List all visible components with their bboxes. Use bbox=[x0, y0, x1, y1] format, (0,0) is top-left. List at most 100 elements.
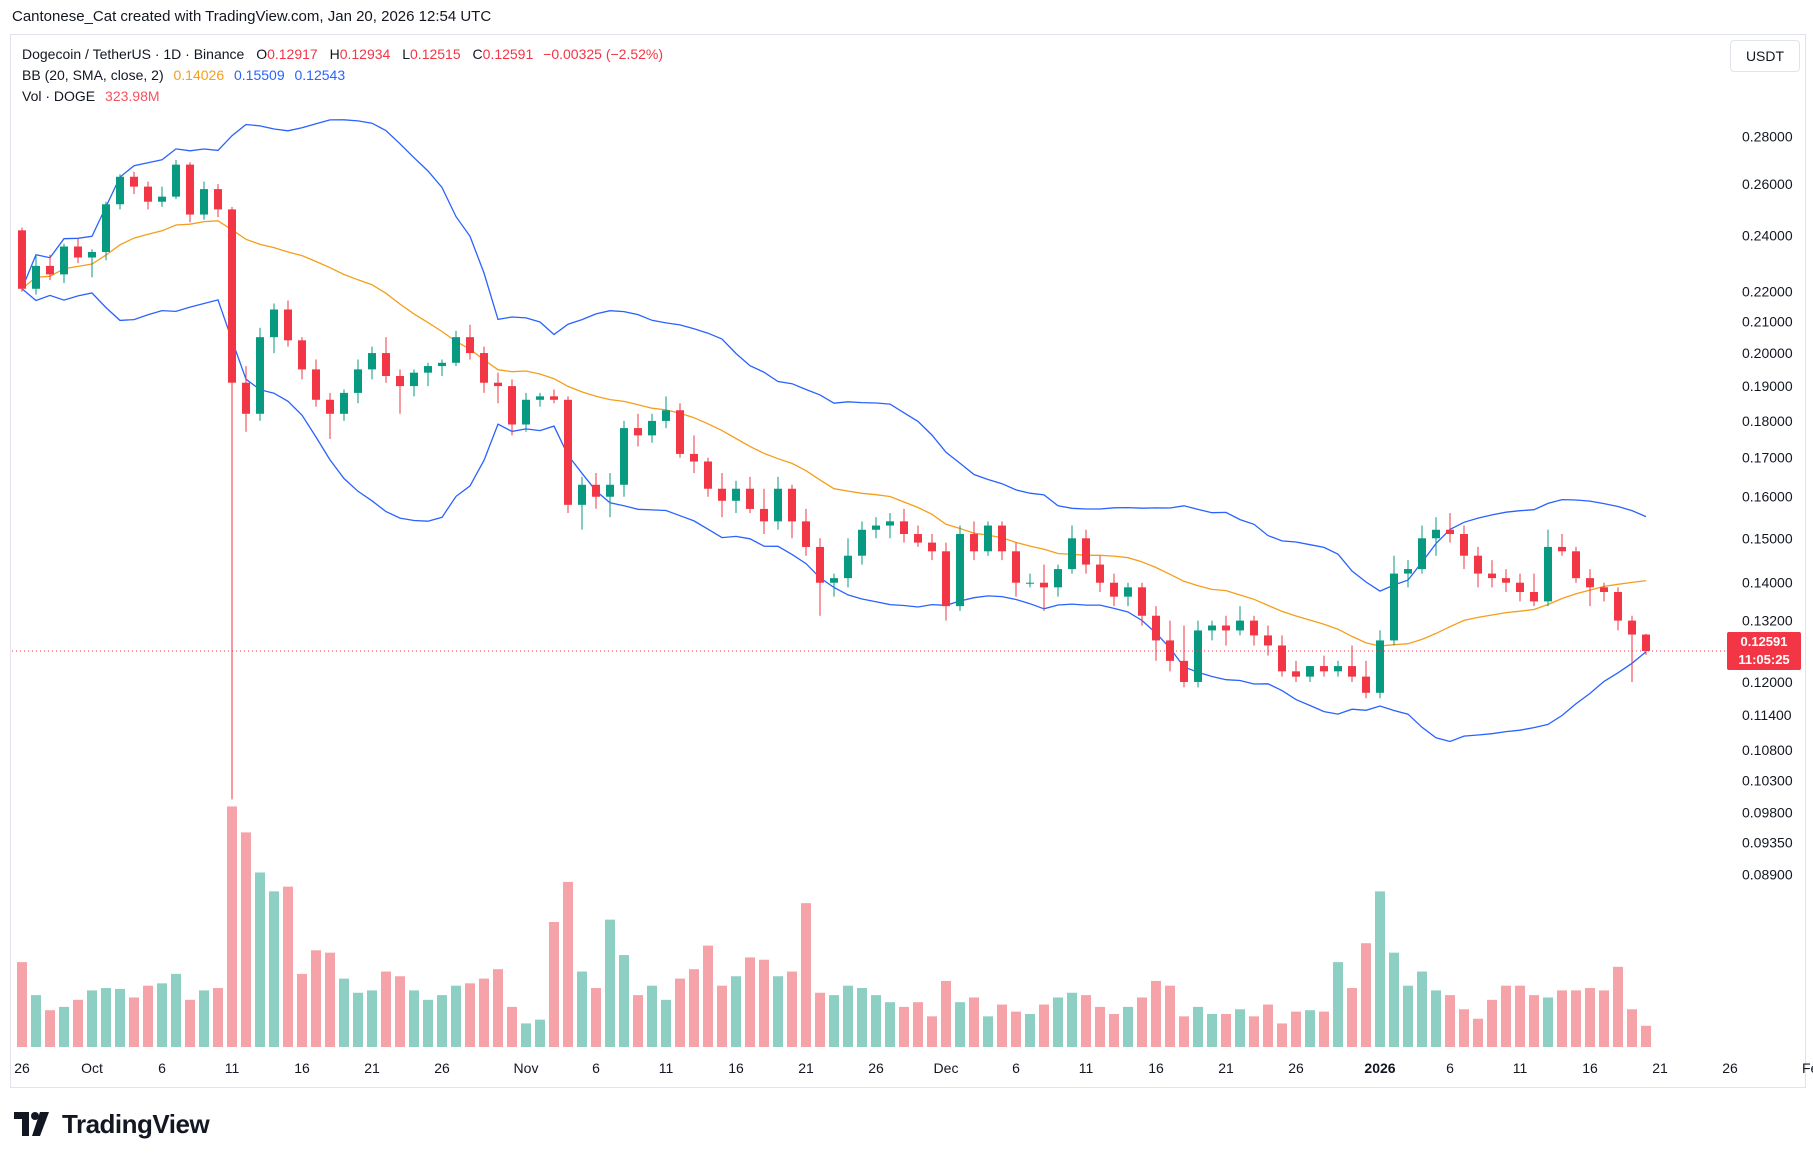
candle-body bbox=[382, 353, 390, 377]
tradingview-logo-icon bbox=[14, 1112, 49, 1136]
price-tick-label: 0.14000 bbox=[1742, 575, 1793, 591]
candle-body bbox=[1110, 582, 1118, 597]
date-tick-label: 21 bbox=[1652, 1060, 1668, 1076]
volume-bar bbox=[1221, 1013, 1231, 1047]
date-tick-label: 26 bbox=[434, 1060, 450, 1076]
price-tick-label: 0.28000 bbox=[1742, 128, 1793, 144]
candle-body bbox=[1474, 555, 1482, 574]
volume-bar bbox=[367, 990, 377, 1047]
volume-bar bbox=[619, 955, 629, 1047]
bar-countdown: 11:05:25 bbox=[1738, 652, 1790, 667]
candle-body bbox=[718, 488, 726, 501]
volume-bar bbox=[1459, 1009, 1469, 1047]
volume-bar bbox=[1123, 1006, 1133, 1047]
vol-label[interactable]: Vol · DOGE bbox=[22, 88, 96, 104]
date-tick-label: 6 bbox=[1012, 1060, 1020, 1076]
volume-bar bbox=[1081, 995, 1091, 1047]
candle-body bbox=[200, 189, 208, 215]
candle-body bbox=[1334, 666, 1342, 672]
price-tick-label: 0.18000 bbox=[1742, 413, 1793, 429]
candle-body bbox=[1628, 620, 1636, 635]
symbol-title[interactable]: Dogecoin / TetherUS · 1D · Binance bbox=[22, 46, 245, 62]
date-tick-label: Feb bbox=[1802, 1060, 1813, 1076]
tradingview-wordmark: TradingView bbox=[62, 1108, 210, 1139]
volume-bar bbox=[1599, 990, 1609, 1047]
volume-bar bbox=[87, 990, 97, 1047]
volume-bar bbox=[563, 881, 573, 1047]
currency-button[interactable]: USDT bbox=[1730, 40, 1800, 72]
candle-body bbox=[956, 534, 964, 607]
candle-body bbox=[102, 204, 110, 252]
volume-bar bbox=[143, 985, 153, 1047]
candlestick-chart[interactable]: 0.28000 0.26000 0.24000 0.22000 0.21000 0.200… bbox=[0, 0, 1813, 1100]
price-tick-label: 0.22000 bbox=[1742, 284, 1793, 300]
candle-body bbox=[942, 551, 950, 607]
volume-bar bbox=[185, 999, 195, 1047]
bb-label[interactable]: BB (20, SMA, close, 2) bbox=[22, 67, 164, 83]
candle-body bbox=[844, 555, 852, 579]
date-tick-label: 16 bbox=[1582, 1060, 1598, 1076]
bb-lower-band bbox=[21, 288, 1647, 743]
volume-bar bbox=[45, 1010, 55, 1047]
candle-body bbox=[690, 453, 698, 462]
candle-body bbox=[732, 488, 740, 501]
volume-bar bbox=[1641, 1025, 1651, 1047]
date-tick-label: 11 bbox=[1079, 1060, 1094, 1076]
volume-bar bbox=[465, 983, 475, 1047]
candle-body bbox=[872, 525, 880, 530]
volume-bar bbox=[1431, 990, 1441, 1047]
candle-body bbox=[1362, 676, 1370, 693]
candle-body bbox=[760, 508, 768, 522]
volume-bar bbox=[1403, 985, 1413, 1047]
price-tick-label: 0.10300 bbox=[1742, 772, 1793, 788]
date-tick-label: Oct bbox=[81, 1060, 103, 1076]
volume-bar bbox=[549, 922, 559, 1047]
candle-body bbox=[1222, 625, 1230, 631]
candle-body bbox=[746, 488, 754, 509]
volume-bar bbox=[913, 1002, 923, 1047]
volume-bar bbox=[1165, 985, 1175, 1047]
candle-body bbox=[1558, 546, 1566, 552]
candle-body bbox=[368, 353, 376, 370]
candle-body bbox=[704, 461, 712, 489]
candle-body bbox=[46, 265, 54, 275]
volume-bar bbox=[829, 995, 839, 1047]
price-tick-label: 0.17000 bbox=[1742, 450, 1793, 466]
volume-bar bbox=[1417, 971, 1427, 1047]
date-tick-label: Nov bbox=[514, 1060, 539, 1076]
legend-bb-row: BB (20, SMA, close, 2) 0.14026 0.15509 0… bbox=[22, 65, 663, 86]
chart-frame bbox=[10, 34, 1806, 1088]
candle-body bbox=[788, 488, 796, 522]
candle-body bbox=[1320, 666, 1328, 672]
date-tick-label: 11 bbox=[659, 1060, 674, 1076]
volume-bar bbox=[759, 959, 769, 1047]
volume-bar bbox=[129, 997, 139, 1047]
candle-body bbox=[928, 542, 936, 552]
volume-bar bbox=[1277, 1023, 1287, 1047]
candle-body bbox=[1488, 573, 1496, 579]
candle-body bbox=[60, 246, 68, 275]
volume-bar bbox=[241, 832, 251, 1047]
candle-body bbox=[116, 176, 124, 205]
attribution-text: Cantonese_Cat created with TradingView.c… bbox=[12, 8, 492, 25]
volume-bar bbox=[283, 886, 293, 1047]
volume-bar bbox=[451, 985, 461, 1047]
candle-body bbox=[242, 382, 250, 414]
candle-body bbox=[578, 484, 586, 505]
candle-body bbox=[1418, 538, 1426, 570]
volume-bar bbox=[1179, 1016, 1189, 1047]
price-tick-label: 0.24000 bbox=[1742, 228, 1793, 244]
volume-bar bbox=[227, 806, 237, 1047]
volume-bar bbox=[1151, 980, 1161, 1047]
date-tick-label: 16 bbox=[294, 1060, 310, 1076]
volume-bar bbox=[675, 978, 685, 1047]
tradingview-logo[interactable]: TradingView bbox=[14, 1108, 210, 1140]
candle-body bbox=[1082, 538, 1090, 565]
volume-bar bbox=[1473, 1018, 1483, 1047]
candle-body bbox=[1390, 573, 1398, 641]
volume-bar bbox=[1613, 966, 1623, 1047]
candle-body bbox=[508, 386, 516, 425]
volume-bar bbox=[1445, 995, 1455, 1047]
volume-bar bbox=[647, 985, 657, 1047]
low-value: 0.12515 bbox=[410, 46, 461, 62]
